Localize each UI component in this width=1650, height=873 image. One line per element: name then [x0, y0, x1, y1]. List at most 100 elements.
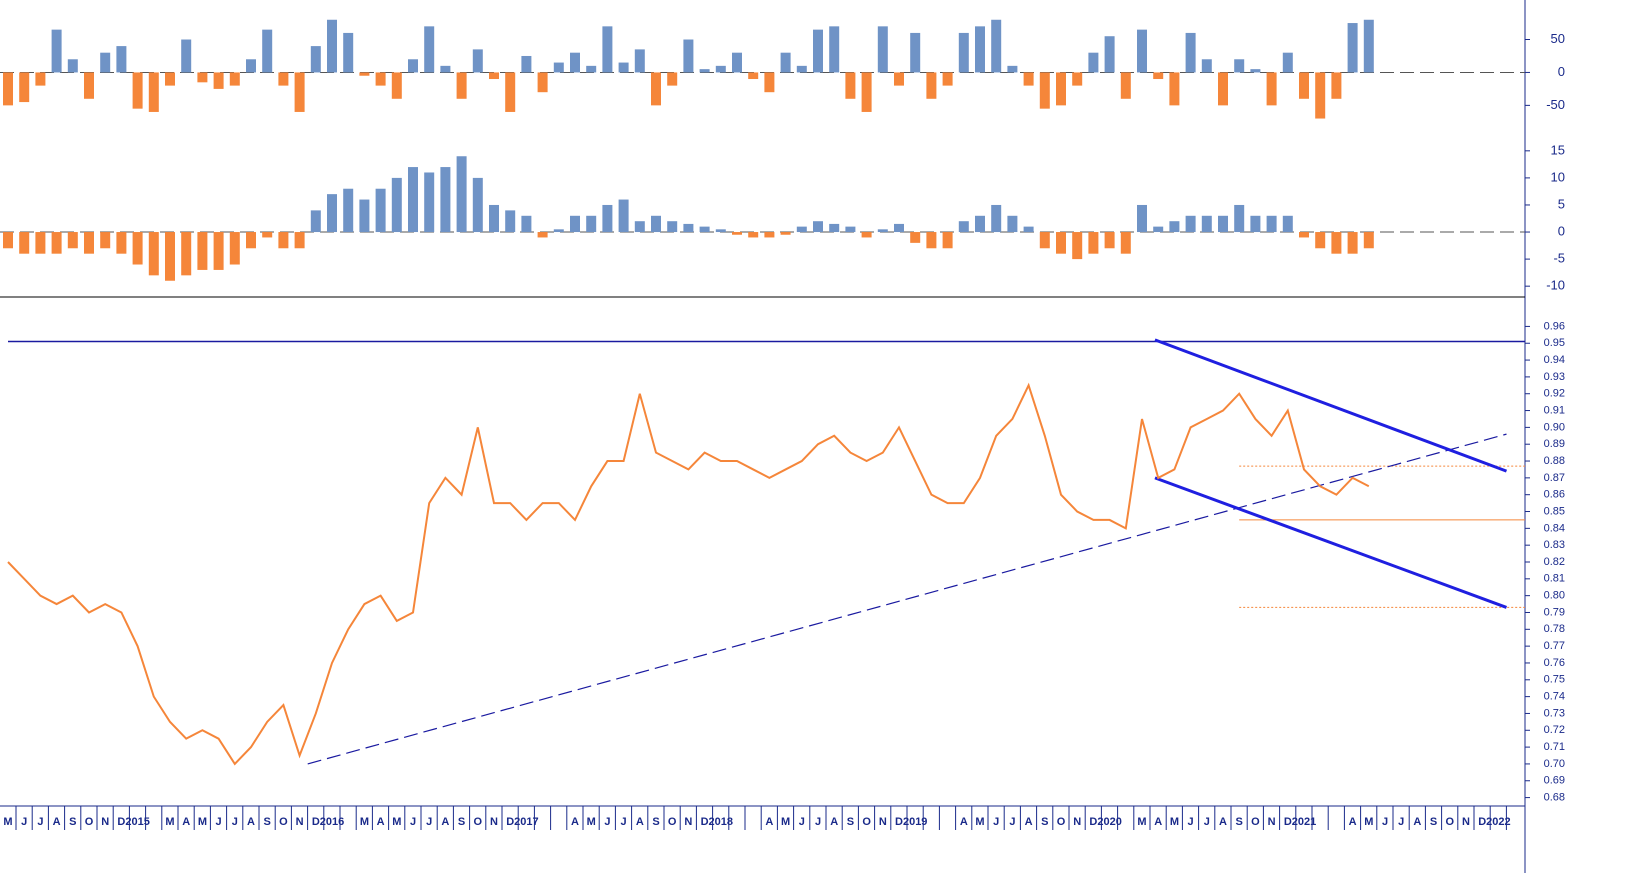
bar: [1299, 72, 1309, 99]
bar: [1315, 232, 1326, 249]
bar: [1023, 72, 1034, 86]
y-tick-label: 0.77: [1544, 640, 1565, 652]
bar: [894, 223, 904, 233]
x-tick-label: J: [993, 816, 999, 828]
bar: [570, 215, 580, 233]
bar: [1039, 232, 1050, 249]
bar: [116, 232, 127, 254]
bar: [1007, 215, 1018, 233]
bar: [472, 49, 483, 73]
x-tick-label: O: [668, 816, 677, 828]
bar: [1023, 226, 1034, 233]
bar: [1266, 215, 1277, 233]
bar: [813, 29, 823, 73]
bar: [1331, 232, 1342, 254]
x-tick-label: D: [312, 816, 320, 828]
x-tick-label: S: [264, 816, 271, 828]
bar: [796, 226, 807, 233]
bar: [1007, 65, 1018, 73]
x-tick-label: A: [1413, 816, 1421, 828]
bar: [1282, 215, 1293, 233]
x-tick-label: A: [571, 816, 579, 828]
x-tick-label: M: [781, 816, 790, 828]
bar: [375, 188, 386, 233]
y-tick-label: 0.73: [1544, 707, 1565, 719]
bar: [1331, 72, 1342, 99]
bar: [1088, 52, 1099, 73]
bar: [424, 26, 435, 73]
bar: [165, 72, 175, 86]
x-tick-label: J: [815, 816, 821, 828]
y-tick-label: 0.82: [1544, 556, 1565, 568]
bar: [975, 215, 985, 233]
bar: [958, 221, 969, 233]
x-tick-label: S: [69, 816, 76, 828]
bar: [1218, 215, 1228, 233]
x-tick-label: D: [506, 816, 514, 828]
trend-line: [1154, 338, 1508, 473]
x-tick-label: O: [1446, 816, 1455, 828]
bar: [3, 72, 13, 106]
bar: [1088, 232, 1099, 254]
bar: [991, 204, 1002, 233]
x-tick-label: A: [441, 816, 449, 828]
y-tick-label: 0.96: [1544, 320, 1565, 332]
bar: [618, 62, 629, 73]
bar: [1250, 215, 1261, 233]
bar: [100, 52, 111, 73]
x-tick-label: S: [1041, 816, 1048, 828]
x-tick-label: D: [1478, 816, 1486, 828]
y-tick-label: 0.75: [1544, 674, 1565, 686]
bar: [958, 32, 969, 73]
x-tick-label: J: [216, 816, 222, 828]
bar: [262, 232, 273, 238]
bar: [375, 72, 386, 86]
bar: [1137, 29, 1147, 73]
bar: [975, 26, 985, 73]
bar: [1137, 204, 1147, 233]
bar: [780, 52, 791, 73]
y-tick-label: 0.94: [1544, 354, 1565, 366]
x-tick-label: S: [847, 816, 854, 828]
x-tick-label: 2017: [514, 816, 538, 828]
bar: [116, 46, 127, 73]
bar: [537, 72, 548, 93]
bar: [602, 204, 613, 233]
bar: [197, 72, 208, 83]
bar: [1120, 232, 1131, 254]
y-tick-label: 15: [1551, 142, 1565, 157]
y-tick-label: 0.93: [1544, 371, 1565, 383]
x-tick-label: M: [392, 816, 401, 828]
bar: [294, 72, 305, 112]
bar: [683, 223, 694, 233]
bar: [19, 232, 30, 254]
bar: [942, 232, 953, 249]
bar: [1266, 72, 1277, 106]
y-tick-label: 0.84: [1544, 522, 1565, 534]
y-tick-label: 5: [1558, 196, 1565, 211]
y-tick-label: -50: [1546, 97, 1565, 112]
x-tick-label: J: [1398, 816, 1404, 828]
x-tick-label: D: [1089, 816, 1097, 828]
bar: [586, 215, 597, 233]
x-tick-label: 2016: [320, 816, 344, 828]
y-tick-label: 0.78: [1544, 623, 1565, 635]
bar: [1315, 72, 1326, 119]
bar: [602, 26, 613, 73]
bar: [618, 199, 629, 233]
bar: [683, 39, 694, 73]
bar: [667, 221, 678, 233]
y-tick-label: 0.79: [1544, 606, 1565, 618]
y-tick-label: -10: [1546, 278, 1565, 293]
y-tick-label: 0.81: [1544, 573, 1565, 585]
bar: [165, 232, 175, 281]
y-tick-label: 0.70: [1544, 758, 1565, 770]
bar: [213, 72, 224, 89]
y-tick-label: 0.92: [1544, 388, 1565, 400]
x-tick-label: J: [799, 816, 805, 828]
y-tick-label: 0.90: [1544, 421, 1565, 433]
bar: [391, 177, 402, 233]
y-tick-label: 50: [1551, 31, 1565, 46]
x-tick-label: O: [474, 816, 483, 828]
